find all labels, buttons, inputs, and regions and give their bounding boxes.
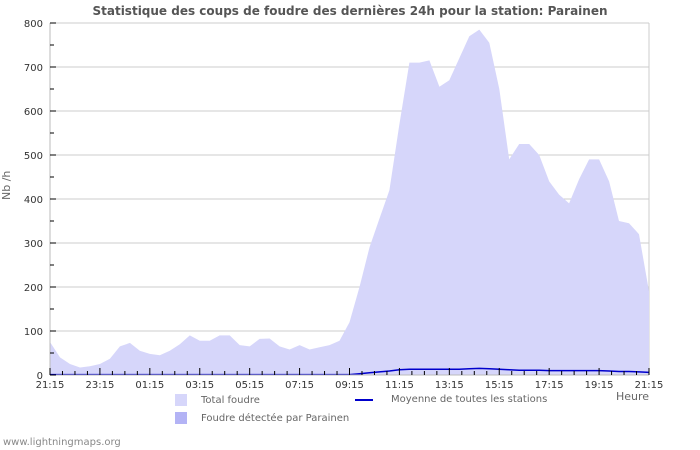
x-tick-label: 15:15 (485, 380, 514, 391)
y-tick-label: 200 (24, 283, 43, 294)
x-tick-label: 03:15 (185, 380, 214, 391)
x-tick-label: 13:15 (435, 380, 464, 391)
x-tick-label: 11:15 (385, 380, 414, 391)
axes (49, 22, 650, 376)
y-tick-label: 500 (24, 151, 43, 162)
legend-total: Total foudre (175, 394, 260, 406)
x-tick-label: 01:15 (135, 380, 164, 391)
total-area (50, 29, 649, 375)
y-axis-label: Nb /h (0, 170, 13, 200)
x-tick-label: 19:15 (585, 380, 614, 391)
legend-total-swatch (175, 394, 187, 406)
y-tick-label: 0 (37, 371, 43, 382)
y-tick-labels: 0 100 200 300 400 500 600 700 800 (24, 19, 43, 382)
x-tick-label: 05:15 (235, 380, 264, 391)
x-axis-label: Heure (616, 390, 650, 403)
legend-total-label: Total foudre (201, 394, 260, 406)
x-tick-label: 21:15 (635, 380, 664, 391)
chart-title: Statistique des coups de foudre des dern… (92, 4, 608, 18)
y-tick-label: 300 (24, 239, 43, 250)
y-tick-label: 800 (24, 19, 43, 30)
data-areas (50, 29, 650, 376)
x-tick-label: 23:15 (86, 380, 115, 391)
y-tick-label: 100 (24, 327, 43, 338)
legend-detected-swatch (175, 412, 187, 424)
x-tick-label: 07:15 (285, 380, 314, 391)
legend-average: Moyenne de toutes les stations (355, 394, 547, 405)
footer-credit: www.lightningmaps.org (3, 437, 121, 448)
y-tick-label: 400 (24, 195, 43, 206)
legend-detected-label: Foudre détectée par Parainen (201, 412, 350, 424)
legend-average-label: Moyenne de toutes les stations (391, 394, 548, 405)
x-tick-label: 09:15 (335, 380, 364, 391)
legend-detected: Foudre détectée par Parainen (175, 412, 349, 424)
x-tick-labels: 21:15 23:15 01:15 03:15 05:15 07:15 09:15 11:15… (36, 380, 664, 391)
x-tick-label: 17:15 (535, 380, 564, 391)
y-tick-label: 600 (24, 107, 43, 118)
legend-average-swatch (355, 398, 373, 401)
x-tick-label: 21:15 (36, 380, 65, 391)
y-tick-label: 700 (24, 63, 43, 74)
